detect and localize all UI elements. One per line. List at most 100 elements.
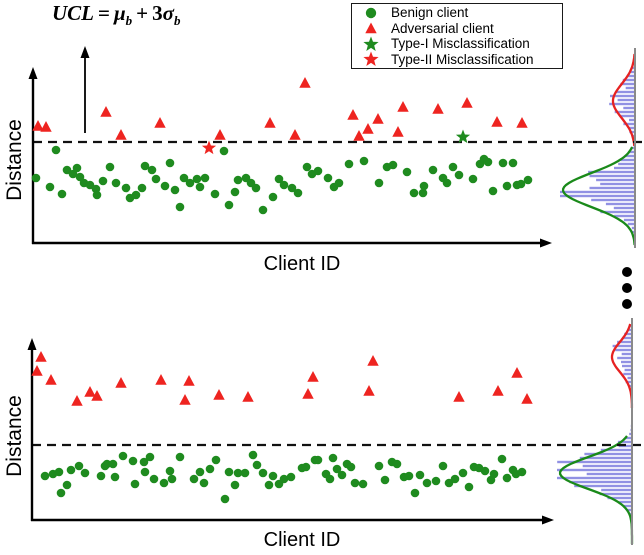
benign-point	[111, 178, 121, 188]
histogram-bar	[622, 364, 632, 368]
formula-ucl: UCL	[52, 1, 94, 25]
histogram-bar	[620, 158, 635, 162]
adversarial-point	[492, 385, 504, 396]
histogram-bar	[620, 82, 635, 86]
benign-point	[192, 174, 202, 184]
benign-point	[108, 459, 118, 469]
legend-item-type2: Type-II Misclassification	[362, 51, 562, 67]
adversarial-distribution-curve	[611, 53, 636, 147]
benign-point	[102, 459, 112, 469]
histogram-bar	[632, 230, 635, 234]
adversarial-client-icon	[365, 22, 377, 34]
benign-point	[211, 455, 221, 465]
histogram-bar	[613, 206, 635, 210]
histogram-bar	[619, 500, 632, 504]
histogram-bar	[589, 186, 635, 190]
histogram-bar	[617, 98, 635, 102]
histogram-bar	[632, 66, 635, 70]
adversarial-point	[453, 391, 465, 402]
benign-point	[418, 188, 428, 198]
benign-point	[374, 461, 384, 471]
histogram-bar	[609, 102, 635, 106]
adversarial-point	[353, 130, 365, 141]
benign-point	[334, 178, 344, 188]
histogram-bar	[627, 222, 635, 226]
benign-point	[195, 467, 205, 477]
histogram-bar	[628, 150, 635, 154]
adversarial-point	[397, 101, 409, 112]
benign-point	[344, 159, 354, 169]
formula-equals: =	[98, 1, 110, 25]
histogram-bar	[621, 360, 632, 364]
benign-point	[80, 468, 90, 478]
legend-label-type2: Type-II Misclassification	[391, 51, 534, 67]
adversarial-point	[183, 375, 195, 386]
adversarial-point	[372, 113, 384, 124]
legend-label-benign: Benign client	[391, 5, 469, 21]
adversarial-point	[264, 117, 276, 128]
adversarial-point	[299, 77, 311, 88]
benign-point	[72, 163, 82, 173]
type2-misclassification-icon	[363, 51, 379, 67]
benign-point	[248, 450, 258, 460]
histogram-bar	[627, 376, 632, 380]
histogram-bar	[574, 484, 632, 488]
histogram-bar	[601, 488, 632, 492]
benign-point	[258, 468, 268, 478]
benign-point	[240, 468, 250, 478]
histogram-bar	[629, 432, 632, 436]
benign-point	[224, 467, 234, 477]
benign-point	[110, 472, 120, 482]
benign-point	[147, 165, 157, 175]
adversarial-point	[289, 129, 301, 140]
benign-point	[224, 200, 234, 210]
benign-point	[185, 178, 195, 188]
formula-arrow-icon	[80, 46, 90, 58]
benign-point	[268, 192, 278, 202]
benign-point	[45, 182, 55, 192]
y-axis-arrow-icon	[28, 67, 38, 79]
ellipsis-dot	[622, 299, 632, 309]
benign-client-icon	[365, 7, 377, 19]
adversarial-point	[115, 129, 127, 140]
histogram-bar	[629, 126, 635, 130]
benign-point	[121, 183, 131, 193]
x-axis-label-top: Client ID	[263, 253, 341, 275]
formula-sigma-sub: b	[173, 13, 181, 29]
histogram-bar	[624, 368, 632, 372]
benign-point	[402, 167, 412, 177]
adversarial-point	[32, 120, 44, 131]
adversarial-point	[115, 377, 127, 388]
histogram-bar	[600, 182, 635, 186]
benign-point	[489, 469, 499, 479]
benign-point	[332, 464, 342, 474]
adversarial-point	[347, 109, 359, 120]
benign-point	[328, 453, 338, 463]
histogram-bar	[630, 70, 635, 74]
benign-point	[98, 176, 108, 186]
histogram-bar	[631, 146, 635, 150]
benign-point	[517, 467, 527, 477]
formula-mu-sub: b	[125, 13, 133, 29]
histogram-bar	[557, 460, 632, 464]
histogram-bar	[625, 154, 635, 158]
benign-point	[480, 466, 490, 476]
adversarial-point	[31, 365, 43, 376]
benign-point	[497, 454, 507, 464]
benign-point	[516, 179, 526, 189]
benign-point	[51, 145, 61, 155]
benign-point	[450, 474, 460, 484]
histogram-bar	[599, 492, 632, 496]
benign-point	[409, 188, 419, 198]
benign-point	[415, 470, 425, 480]
benign-point	[220, 494, 230, 504]
histogram-bar	[600, 448, 632, 452]
histogram-bar	[626, 74, 635, 78]
benign-point	[264, 480, 274, 490]
benign-point	[374, 178, 384, 188]
benign-point	[286, 472, 296, 482]
benign-point	[498, 158, 508, 168]
histogram-bar	[619, 114, 635, 118]
benign-point	[151, 174, 161, 184]
histogram-bar	[610, 94, 635, 98]
